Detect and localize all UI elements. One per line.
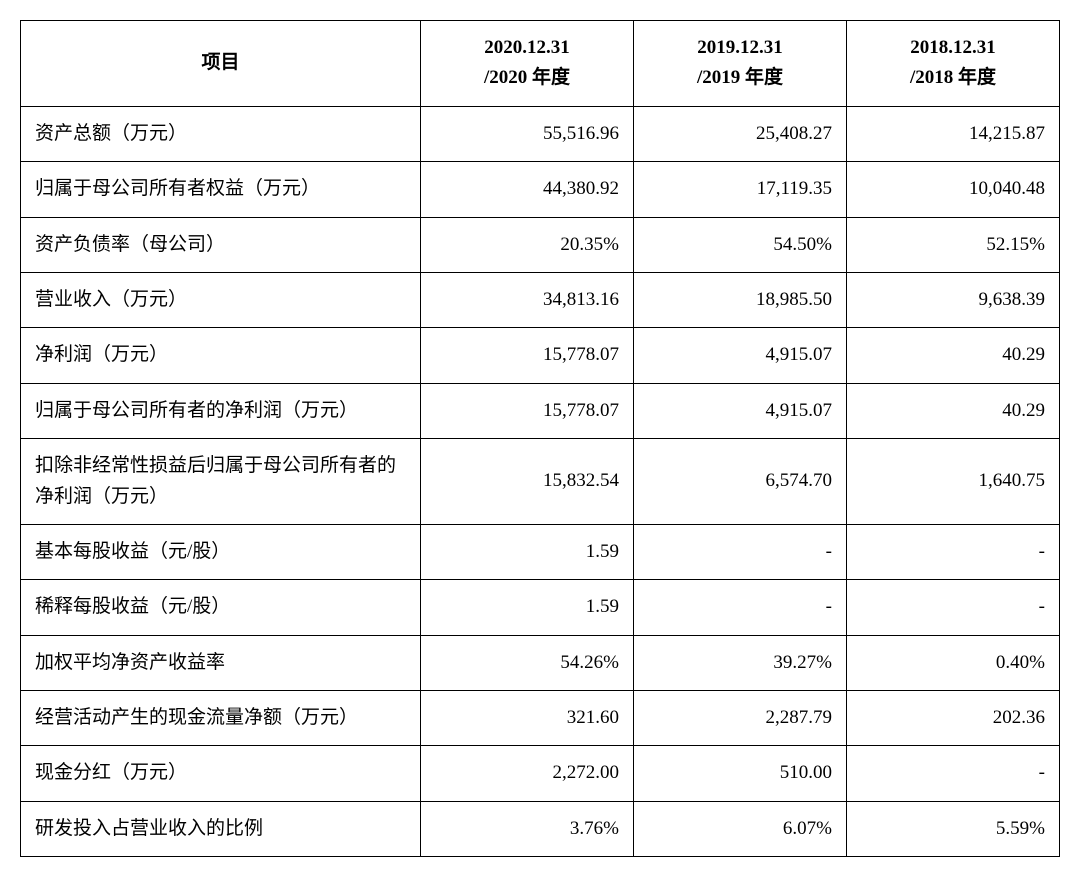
- row-value-2020: 15,832.54: [421, 439, 634, 525]
- table-row: 经营活动产生的现金流量净额（万元） 321.60 2,287.79 202.36: [21, 691, 1060, 746]
- header-item-label: 项目: [201, 52, 239, 73]
- row-value-2019: 18,985.50: [634, 272, 847, 327]
- row-value-2018: -: [847, 524, 1060, 579]
- row-value-2019: 54.50%: [634, 217, 847, 272]
- row-value-2019: 17,119.35: [634, 162, 847, 217]
- header-year-2020: 2020.12.31 /2020 年度: [421, 21, 634, 107]
- table-row: 净利润（万元） 15,778.07 4,915.07 40.29: [21, 328, 1060, 383]
- row-item: 扣除非经常性损益后归属于母公司所有者的净利润（万元）: [21, 439, 421, 525]
- financial-table: 项目 2020.12.31 /2020 年度 2019.12.31 /2019 …: [20, 20, 1060, 857]
- row-value-2019: -: [634, 524, 847, 579]
- row-value-2019: 25,408.27: [634, 106, 847, 161]
- row-value-2018: 40.29: [847, 328, 1060, 383]
- row-value-2020: 321.60: [421, 691, 634, 746]
- row-item: 资产负债率（母公司）: [21, 217, 421, 272]
- row-value-2018: 5.59%: [847, 801, 1060, 856]
- row-value-2018: 1,640.75: [847, 439, 1060, 525]
- table-header-row: 项目 2020.12.31 /2020 年度 2019.12.31 /2019 …: [21, 21, 1060, 107]
- row-item: 营业收入（万元）: [21, 272, 421, 327]
- row-value-2019: 4,915.07: [634, 383, 847, 438]
- row-value-2020: 1.59: [421, 524, 634, 579]
- table-row: 扣除非经常性损益后归属于母公司所有者的净利润（万元） 15,832.54 6,5…: [21, 439, 1060, 525]
- row-value-2020: 3.76%: [421, 801, 634, 856]
- row-value-2019: -: [634, 580, 847, 635]
- table-row: 基本每股收益（元/股） 1.59 - -: [21, 524, 1060, 579]
- row-value-2020: 34,813.16: [421, 272, 634, 327]
- row-value-2019: 510.00: [634, 746, 847, 801]
- header-year-2018: 2018.12.31 /2018 年度: [847, 21, 1060, 107]
- table-row: 资产负债率（母公司） 20.35% 54.50% 52.15%: [21, 217, 1060, 272]
- row-item: 资产总额（万元）: [21, 106, 421, 161]
- row-value-2018: -: [847, 746, 1060, 801]
- header-item-col: 项目: [21, 21, 421, 107]
- table-row: 资产总额（万元） 55,516.96 25,408.27 14,215.87: [21, 106, 1060, 161]
- row-item: 归属于母公司所有者权益（万元）: [21, 162, 421, 217]
- table-header: 项目 2020.12.31 /2020 年度 2019.12.31 /2019 …: [21, 21, 1060, 107]
- table-row: 归属于母公司所有者权益（万元） 44,380.92 17,119.35 10,0…: [21, 162, 1060, 217]
- row-value-2019: 39.27%: [634, 635, 847, 690]
- table-row: 研发投入占营业收入的比例 3.76% 6.07% 5.59%: [21, 801, 1060, 856]
- row-item: 稀释每股收益（元/股）: [21, 580, 421, 635]
- table-row: 营业收入（万元） 34,813.16 18,985.50 9,638.39: [21, 272, 1060, 327]
- row-value-2020: 2,272.00: [421, 746, 634, 801]
- row-value-2018: 9,638.39: [847, 272, 1060, 327]
- row-item: 基本每股收益（元/股）: [21, 524, 421, 579]
- header-2018-line2: /2018 年度: [910, 67, 996, 88]
- row-item: 加权平均净资产收益率: [21, 635, 421, 690]
- header-2018-line1: 2018.12.31: [910, 37, 996, 58]
- row-item: 现金分红（万元）: [21, 746, 421, 801]
- header-2020-line1: 2020.12.31: [484, 37, 570, 58]
- row-value-2018: 0.40%: [847, 635, 1060, 690]
- row-value-2019: 6.07%: [634, 801, 847, 856]
- row-item: 经营活动产生的现金流量净额（万元）: [21, 691, 421, 746]
- table-row: 归属于母公司所有者的净利润（万元） 15,778.07 4,915.07 40.…: [21, 383, 1060, 438]
- header-2019-line2: /2019 年度: [697, 67, 783, 88]
- header-2019-line1: 2019.12.31: [697, 37, 783, 58]
- row-value-2019: 2,287.79: [634, 691, 847, 746]
- row-value-2020: 20.35%: [421, 217, 634, 272]
- financial-table-wrapper: 项目 2020.12.31 /2020 年度 2019.12.31 /2019 …: [20, 20, 1060, 857]
- row-value-2019: 4,915.07: [634, 328, 847, 383]
- row-value-2018: -: [847, 580, 1060, 635]
- row-item: 归属于母公司所有者的净利润（万元）: [21, 383, 421, 438]
- row-item: 净利润（万元）: [21, 328, 421, 383]
- row-value-2020: 15,778.07: [421, 383, 634, 438]
- row-value-2019: 6,574.70: [634, 439, 847, 525]
- row-value-2020: 55,516.96: [421, 106, 634, 161]
- table-row: 现金分红（万元） 2,272.00 510.00 -: [21, 746, 1060, 801]
- row-value-2018: 10,040.48: [847, 162, 1060, 217]
- header-year-2019: 2019.12.31 /2019 年度: [634, 21, 847, 107]
- row-item: 研发投入占营业收入的比例: [21, 801, 421, 856]
- table-body: 资产总额（万元） 55,516.96 25,408.27 14,215.87 归…: [21, 106, 1060, 856]
- row-value-2020: 44,380.92: [421, 162, 634, 217]
- row-value-2020: 54.26%: [421, 635, 634, 690]
- table-row: 加权平均净资产收益率 54.26% 39.27% 0.40%: [21, 635, 1060, 690]
- row-value-2020: 1.59: [421, 580, 634, 635]
- row-value-2018: 202.36: [847, 691, 1060, 746]
- table-row: 稀释每股收益（元/股） 1.59 - -: [21, 580, 1060, 635]
- row-value-2018: 40.29: [847, 383, 1060, 438]
- header-2020-line2: /2020 年度: [484, 67, 570, 88]
- row-value-2018: 52.15%: [847, 217, 1060, 272]
- row-value-2018: 14,215.87: [847, 106, 1060, 161]
- row-value-2020: 15,778.07: [421, 328, 634, 383]
